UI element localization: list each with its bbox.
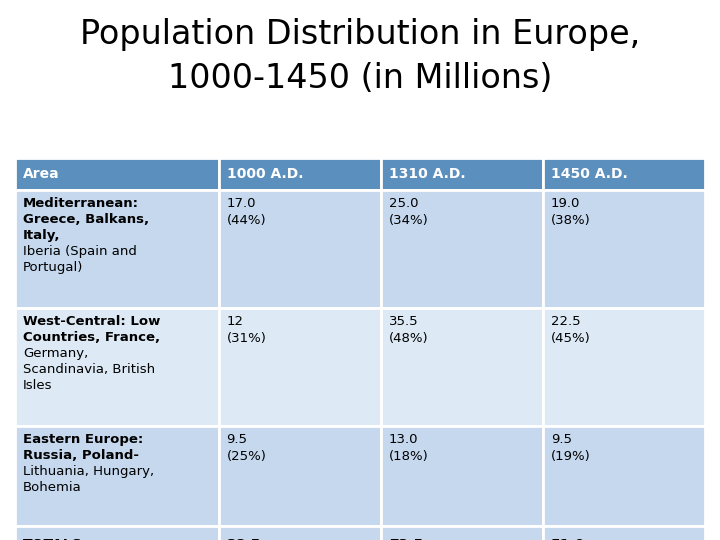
Bar — [15, 308, 219, 426]
Text: 1450 A.D.: 1450 A.D. — [551, 167, 628, 181]
Text: 25.0
(34%): 25.0 (34%) — [389, 197, 428, 227]
Text: 13.0
(18%): 13.0 (18%) — [389, 433, 428, 463]
Text: 17.0
(44%): 17.0 (44%) — [227, 197, 266, 227]
Text: Mediterranean:: Mediterranean: — [23, 197, 139, 210]
Bar — [381, 426, 543, 526]
Bar — [15, 426, 219, 526]
Text: Iberia (Spain and: Iberia (Spain and — [23, 245, 137, 258]
Bar — [543, 526, 705, 540]
Bar — [219, 158, 381, 190]
Bar — [15, 190, 219, 308]
Text: 73.5: 73.5 — [389, 538, 423, 540]
Text: Germany,: Germany, — [23, 347, 89, 360]
Text: 22.5
(45%): 22.5 (45%) — [551, 315, 590, 345]
Bar — [543, 158, 705, 190]
Text: 1000-1450 (in Millions): 1000-1450 (in Millions) — [168, 62, 552, 95]
Text: Greece, Balkans,: Greece, Balkans, — [23, 213, 149, 226]
Text: Area: Area — [23, 167, 60, 181]
Text: Russia, Poland-: Russia, Poland- — [23, 449, 139, 462]
Text: West-Central: Low: West-Central: Low — [23, 315, 161, 328]
Text: Countries, France,: Countries, France, — [23, 331, 160, 344]
Text: Population Distribution in Europe,: Population Distribution in Europe, — [80, 18, 640, 51]
Text: TOTALS:: TOTALS: — [23, 538, 88, 540]
Bar — [381, 158, 543, 190]
Bar — [219, 190, 381, 308]
Bar — [219, 308, 381, 426]
Text: 9.5
(19%): 9.5 (19%) — [551, 433, 590, 463]
Bar — [15, 158, 219, 190]
Text: 9.5
(25%): 9.5 (25%) — [227, 433, 266, 463]
Text: Portugal): Portugal) — [23, 261, 84, 274]
Bar — [15, 526, 219, 540]
Text: 38.5: 38.5 — [227, 538, 261, 540]
Text: Lithuania, Hungary,: Lithuania, Hungary, — [23, 465, 154, 478]
Bar — [381, 190, 543, 308]
Bar — [219, 426, 381, 526]
Text: 1000 A.D.: 1000 A.D. — [227, 167, 303, 181]
Text: 35.5
(48%): 35.5 (48%) — [389, 315, 428, 345]
Text: Scandinavia, British: Scandinavia, British — [23, 363, 155, 376]
Text: Isles: Isles — [23, 379, 53, 392]
Bar — [543, 308, 705, 426]
Text: 12
(31%): 12 (31%) — [227, 315, 266, 345]
Text: 1310 A.D.: 1310 A.D. — [389, 167, 465, 181]
Bar — [219, 526, 381, 540]
Bar — [381, 526, 543, 540]
Bar — [543, 426, 705, 526]
Bar — [543, 190, 705, 308]
Text: Bohemia: Bohemia — [23, 481, 82, 494]
Bar — [381, 308, 543, 426]
Text: Italy,: Italy, — [23, 229, 60, 242]
Text: Eastern Europe:: Eastern Europe: — [23, 433, 143, 446]
Text: 51.0: 51.0 — [551, 538, 585, 540]
Text: 19.0
(38%): 19.0 (38%) — [551, 197, 590, 227]
